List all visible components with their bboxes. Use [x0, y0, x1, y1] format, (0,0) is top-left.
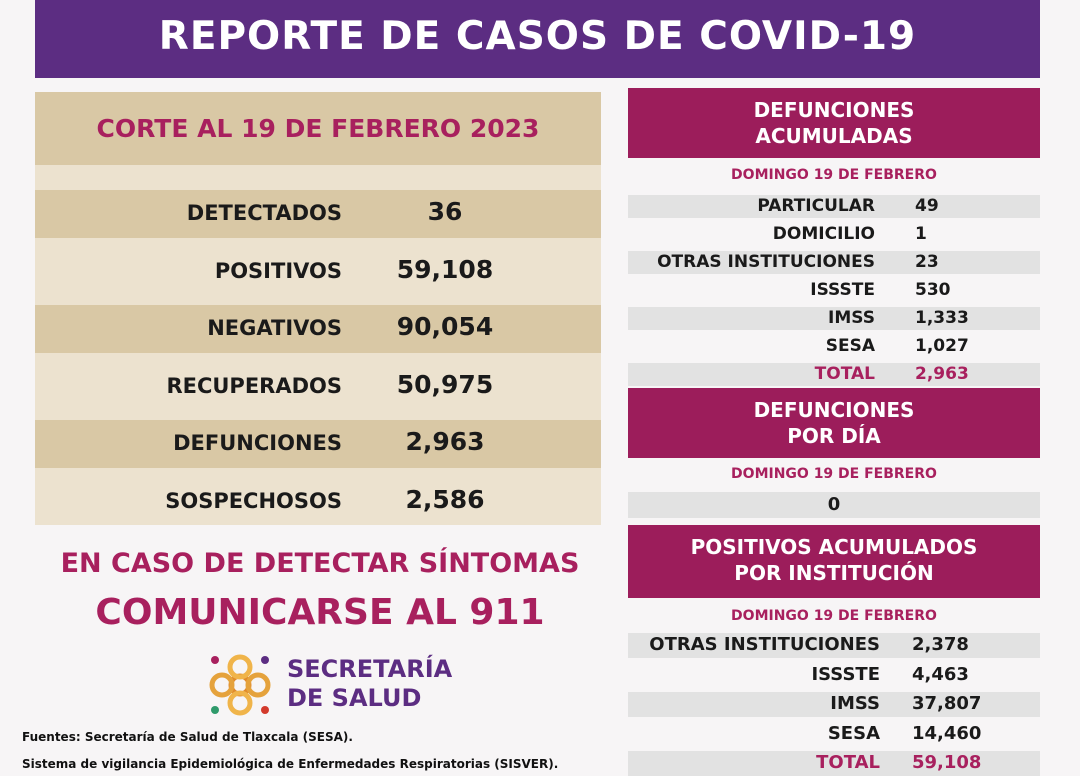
row-value: 14,460 — [912, 722, 982, 744]
summary-label: NEGATIVOS — [207, 316, 342, 340]
section-title: ACUMULADAS — [755, 124, 913, 148]
section-title: DEFUNCIONES — [753, 398, 915, 422]
row-label: ISSSTE — [810, 280, 875, 300]
page-title: REPORTE DE CASOS DE COVID-19 — [158, 14, 917, 59]
section-date: DOMINGO 19 DE FEBRERO — [731, 608, 937, 624]
summary-row-band — [35, 305, 601, 353]
notice-line: EN CASO DE DETECTAR SÍNTOMAS — [60, 548, 580, 579]
logo-text: SECRETARÍA — [287, 655, 453, 683]
notice-phone: COMUNICARSE AL 911 — [95, 592, 545, 633]
total-label: TOTAL — [816, 752, 880, 773]
total-label: TOTAL — [814, 364, 875, 384]
summary-label: POSITIVOS — [214, 258, 342, 283]
row-value: 49 — [915, 196, 939, 216]
row-value: 1 — [915, 224, 927, 244]
summary-label: DEFUNCIONES — [173, 431, 342, 455]
row-label: IMSS — [830, 693, 880, 714]
title-banner — [35, 0, 1040, 78]
row-label: OTRAS INSTITUCIONES — [657, 252, 875, 272]
section-title: POSITIVOS ACUMULADOS — [690, 535, 978, 559]
section-date: DOMINGO 19 DE FEBRERO — [731, 466, 937, 482]
section-title: POR DÍA — [787, 424, 881, 448]
row-label: SESA — [825, 336, 875, 356]
row-value: 23 — [915, 252, 939, 272]
summary-value: 2,586 — [405, 484, 485, 514]
summary-value: 2,963 — [405, 427, 485, 456]
row-value: 4,463 — [912, 663, 969, 685]
summary-header — [35, 92, 601, 165]
row-label: IMSS — [828, 308, 875, 328]
daily-value: 0 — [827, 494, 841, 515]
row-label: ISSSTE — [811, 663, 880, 685]
table-row-band — [628, 692, 1040, 717]
summary-value: 90,054 — [396, 312, 494, 341]
summary-title: CORTE AL 19 DE FEBRERO 2023 — [96, 114, 540, 143]
summary-value: 36 — [427, 197, 463, 226]
section-title: POR INSTITUCIÓN — [734, 561, 934, 585]
row-label: OTRAS INSTITUCIONES — [649, 634, 880, 655]
total-value: 2,963 — [915, 364, 969, 384]
section-title: DEFUNCIONES — [753, 98, 915, 122]
footer-source: Fuentes: Secretaría de Salud de Tlaxcala… — [22, 730, 353, 744]
footer-source: Sistema de vigilancia Epidemiológica de … — [22, 757, 559, 771]
section-header — [628, 388, 1040, 458]
row-value: 37,807 — [912, 693, 982, 714]
row-label: DOMICILIO — [772, 224, 875, 244]
row-label: PARTICULAR — [757, 196, 875, 216]
logo-icon — [209, 654, 271, 716]
summary-label: RECUPERADOS — [166, 373, 342, 398]
summary-value: 50,975 — [396, 369, 494, 399]
table-row-band — [628, 195, 1040, 218]
summary-label: SOSPECHOSOS — [165, 488, 342, 513]
summary-value: 59,108 — [396, 254, 494, 284]
table-row-band — [628, 633, 1040, 658]
row-value: 1,333 — [915, 308, 969, 328]
row-value: 2,378 — [912, 634, 969, 655]
summary-label: DETECTADOS — [186, 201, 342, 225]
logo-text: DE SALUD — [287, 684, 422, 712]
row-value: 1,027 — [915, 336, 969, 356]
table-row-band — [628, 363, 1040, 386]
total-value: 59,108 — [912, 752, 982, 773]
row-label: SESA — [827, 722, 880, 744]
section-date: DOMINGO 19 DE FEBRERO — [731, 167, 937, 183]
summary-row-band — [35, 420, 601, 468]
summary-row-band — [35, 190, 601, 238]
section-header — [628, 88, 1040, 158]
table-row-band — [628, 251, 1040, 274]
table-row-band — [628, 492, 1040, 518]
table-row-band — [628, 751, 1040, 776]
row-value: 530 — [915, 280, 951, 300]
section-header — [628, 525, 1040, 598]
table-row-band — [628, 307, 1040, 330]
